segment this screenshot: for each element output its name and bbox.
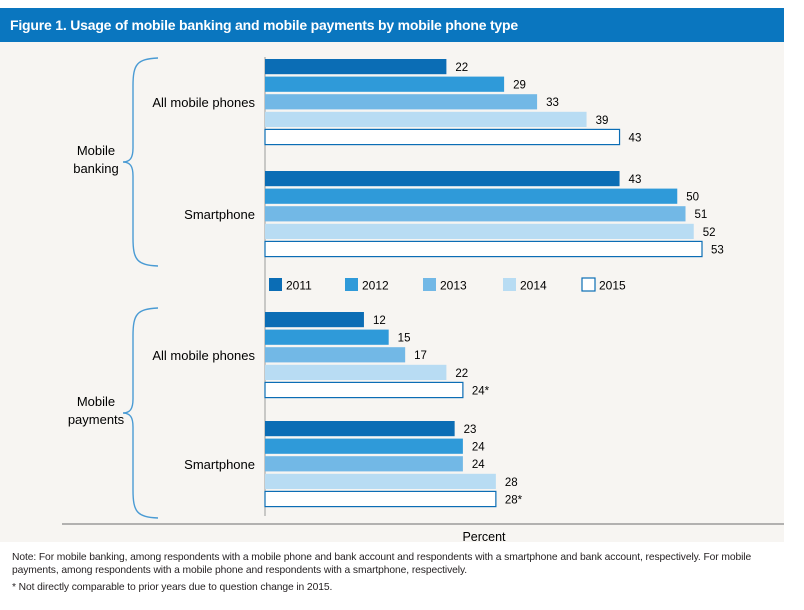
bar-value-label: 33 [546, 97, 559, 109]
legend-label-2012: 2012 [362, 279, 389, 293]
bar-2015 [264, 490, 497, 508]
legend-label-2014: 2014 [520, 279, 547, 293]
bar-2014 [265, 473, 496, 489]
bar-2013 [265, 94, 538, 110]
bar-2011 [265, 171, 620, 187]
bar-value-label: 12 [373, 315, 386, 327]
note-text: Note: For mobile banking, among responde… [12, 552, 752, 576]
group-label: Smartphone [184, 457, 255, 472]
legend-swatch-2015 [581, 277, 596, 292]
bar-chart: Percent Mobile banking All mobile phones 22 2… [62, 57, 784, 542]
bar-2012 [265, 76, 505, 92]
bar-2015 [264, 128, 621, 146]
bar-value-label: 50 [686, 192, 699, 204]
bar-2012 [265, 188, 678, 204]
group-label: Smartphone [184, 207, 255, 222]
bar-2012 [265, 438, 463, 454]
bar-2014 [265, 364, 447, 380]
bar-value-label: 53 [711, 244, 724, 256]
group-label: All mobile phones [152, 95, 255, 110]
figure-title: Figure 1. Usage of mobile banking and mo… [10, 17, 518, 33]
bar-value-label: 23 [464, 424, 477, 436]
bar-value-label: 52 [703, 227, 716, 239]
bar-2015 [264, 381, 464, 399]
x-axis-label: Percent [462, 530, 506, 542]
legend-label-2015: 2015 [599, 279, 626, 293]
bar-2011 [265, 312, 364, 328]
legend-label-2013: 2013 [440, 279, 467, 293]
bar-value-label: 22 [455, 368, 468, 380]
bar-value-label: 28* [505, 494, 523, 506]
bar-2011 [265, 421, 455, 437]
legend-swatch-2014 [503, 278, 516, 291]
bar-2011 [265, 59, 447, 75]
bar-value-label: 43 [629, 132, 642, 144]
bar-2014 [265, 223, 694, 239]
legend-label-2011: 2011 [286, 279, 312, 293]
bar-2013 [265, 347, 406, 363]
legend-swatch-2012 [345, 278, 358, 291]
section-label: Mobile [77, 143, 115, 158]
bar-2015 [264, 240, 703, 258]
legend-swatch-2011 [269, 278, 282, 291]
chart-panel: Percent Mobile banking All mobile phones 22 2… [0, 42, 784, 542]
bar-2012 [265, 329, 389, 345]
bar-value-label: 15 [398, 333, 411, 345]
section-brace [122, 57, 159, 267]
bar-value-label: 17 [414, 350, 427, 362]
figure-title-bar: Figure 1. Usage of mobile banking and mo… [0, 8, 784, 42]
bar-value-label: 22 [455, 62, 468, 74]
group-label: All mobile phones [152, 348, 255, 363]
bar-value-label: 29 [513, 80, 526, 92]
section-label: payments [68, 412, 125, 427]
section-brace [122, 307, 159, 519]
bar-2013 [265, 456, 463, 472]
bar-2013 [265, 206, 686, 222]
footnote-text: * Not directly comparable to prior years… [12, 582, 333, 593]
bar-value-label: 24 [472, 459, 485, 471]
bar-value-label: 43 [629, 174, 642, 186]
bar-value-label: 24 [472, 442, 485, 454]
bar-2014 [265, 111, 587, 127]
bar-value-label: 51 [695, 209, 708, 221]
legend-swatch-2013 [423, 278, 436, 291]
section-label: banking [73, 161, 119, 176]
section-label: Mobile [77, 394, 115, 409]
bar-value-label: 24* [472, 385, 490, 397]
bar-value-label: 28 [505, 477, 518, 489]
chart-notes: Note: For mobile banking, among responde… [12, 551, 784, 598]
bar-value-label: 39 [596, 115, 609, 127]
